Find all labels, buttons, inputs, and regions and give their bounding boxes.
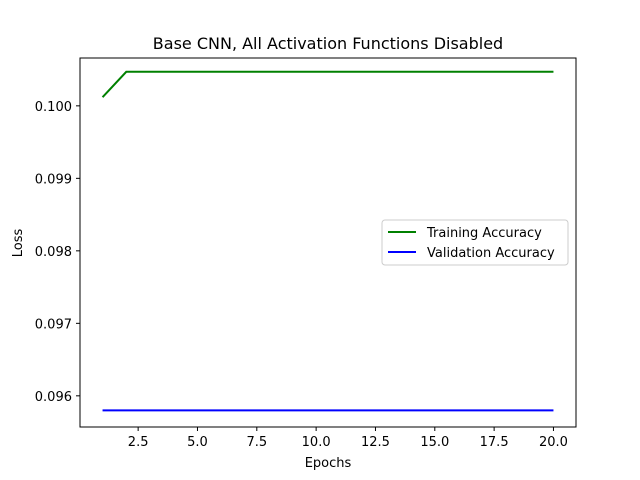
x-tick-label: 5.0 xyxy=(187,435,208,450)
x-axis-label: Epochs xyxy=(305,456,352,471)
y-tick-label: 0.099 xyxy=(35,172,72,187)
axis-ticks: 2.5 5.0 7.5 10.0 12.5 15.0 17.5 20.0 0.096 0.097 0… xyxy=(35,100,568,450)
legend-label-training: Training Accuracy xyxy=(426,226,542,241)
x-tick-label: 7.5 xyxy=(246,435,267,450)
x-tick-label: 17.5 xyxy=(480,435,509,450)
x-tick-label: 10.0 xyxy=(302,435,331,450)
y-axis-label: Loss xyxy=(11,229,26,258)
y-tick-label: 0.096 xyxy=(35,390,72,405)
training-accuracy-line xyxy=(101,70,554,98)
y-tick-label: 0.100 xyxy=(35,100,72,115)
y-tick-label: 0.098 xyxy=(35,245,72,260)
legend-label-validation: Validation Accuracy xyxy=(427,246,555,261)
plot-area-frame xyxy=(79,57,577,428)
legend-box xyxy=(381,219,569,266)
x-tick-label: 2.5 xyxy=(128,435,149,450)
series-lines xyxy=(101,70,554,412)
legend: Training Accuracy Validation Accuracy xyxy=(381,219,569,266)
x-tick-label: 15.0 xyxy=(420,435,449,450)
x-tick-label: 12.5 xyxy=(361,435,390,450)
chart-title: Base CNN, All Activation Functions Disab… xyxy=(153,34,503,53)
x-tick-label: 20.0 xyxy=(539,435,568,450)
y-tick-label: 0.097 xyxy=(35,317,72,332)
